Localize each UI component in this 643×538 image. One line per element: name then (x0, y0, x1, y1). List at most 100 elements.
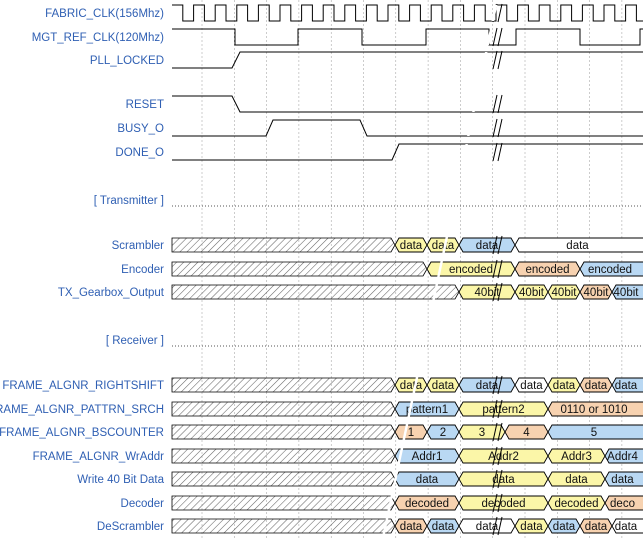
bus-segment-label: 0110 or 1010 (561, 404, 628, 416)
bus-segment: Addr2 (458, 448, 549, 464)
signal-label: Decoder (121, 498, 165, 510)
bus-segment-shape (547, 401, 643, 417)
signal-label: FRAME_ALGNR_WrAddr (33, 451, 165, 463)
bus-segment: data (514, 237, 643, 253)
bus-segment: 0110 or 1010 (547, 401, 643, 417)
time-break-mark (486, 27, 503, 47)
bus-segment: data (458, 237, 516, 253)
break-gap (397, 448, 404, 464)
break-line (497, 422, 503, 442)
bus-segment-label: Addr2 (488, 451, 519, 463)
break-gap (491, 5, 498, 21)
bus-segment: decoded (458, 495, 549, 511)
break-line (492, 27, 498, 47)
signal-row-pll-locked: PLL_LOCKED (90, 50, 643, 70)
bus-segment: data (611, 518, 643, 534)
break-gap (407, 401, 414, 417)
signal-row-done-o: DONE_O (115, 142, 643, 162)
bus-segment: encoded (514, 261, 581, 277)
bus-segment-shape (514, 237, 643, 253)
bus-segment-label: pattern1 (406, 404, 448, 416)
undefined-region (171, 284, 460, 300)
signal-row-descrambler: DeScrambler data data data data data data data (97, 516, 643, 536)
bus-segment-label: encoded (525, 264, 569, 276)
break-line (492, 469, 498, 489)
bus-segment: data (458, 518, 516, 534)
bus-segment: encoded (426, 261, 516, 277)
signal-row-frame-algnr-rightshift: FRAME_ALGNR_RIGHTSHIFT data data data data da… (2, 375, 643, 395)
break-line (497, 3, 503, 23)
signal-label: [ Receiver ] (106, 335, 164, 347)
bus-segment-label: data (400, 240, 423, 252)
clock-waveform (172, 28, 643, 46)
bus-segment-label: data (432, 380, 455, 392)
time-break-mark (491, 3, 503, 23)
break-line (497, 493, 503, 513)
undefined-region (171, 401, 396, 417)
bus-segment: data (426, 377, 460, 393)
break-line (497, 399, 503, 419)
bus-segment-label: 40bit (614, 287, 640, 299)
signal-label: FABRIC_CLK(156Mhz) (45, 8, 164, 20)
signal-row-encoder: Encoder encoded encoded encoded (121, 259, 643, 279)
signal-label: DONE_O (115, 147, 164, 159)
time-break-mark (472, 94, 503, 114)
break-line (492, 516, 498, 536)
signal-label: FRAME_ALGNR_PATTRN_SRCH (0, 404, 164, 416)
break-line (497, 50, 503, 70)
bus-segment-label: data (566, 240, 589, 252)
signal-row-busy-o: BUSY_O (117, 118, 643, 138)
signal-label: FRAME_ALGNR_BSCOUNTER (0, 427, 164, 439)
break-gap (442, 237, 449, 253)
bus-segment-shape (611, 518, 643, 534)
level-waveform (172, 95, 643, 113)
break-gap (486, 29, 493, 45)
break-line (497, 94, 503, 114)
break-line (492, 94, 498, 114)
undefined-region (171, 377, 396, 393)
signal-row-write-40-bit-data: Write 40 Bit Data data data data data (77, 469, 643, 489)
bus-segment-label: data (492, 474, 515, 486)
bus-segment: 2 (426, 424, 460, 440)
break-line (492, 422, 498, 442)
bus-segment-label: 40bit (519, 287, 545, 299)
signal-label: RESET (126, 99, 164, 111)
bus-segment-label: data (611, 474, 634, 486)
signal-label: MGT_REF_CLK(120Mhz) (32, 32, 164, 44)
signal-row-tx-gearbox-output: TX_Gearbox_Output 40bit 40bit 40bit 40bit 40b… (58, 282, 643, 302)
break-gap (481, 52, 488, 68)
undefined-region (171, 495, 396, 511)
bus-segment: data (426, 518, 460, 534)
signal-label: Encoder (121, 264, 164, 276)
break-line (497, 142, 503, 162)
bus-segment: data (514, 377, 549, 393)
bus-segment: data (604, 471, 643, 487)
bus-segment-label: data (416, 474, 439, 486)
bus-segment: data (547, 471, 606, 487)
signal-row-reset: RESET (126, 94, 643, 114)
signal-row-frame-algnr-wraddr: FRAME_ALGNR_WrAddr Addr1 Addr2 Addr3 Addr4 (33, 446, 643, 466)
bus-segment: 40bit (611, 284, 643, 300)
break-gap (402, 424, 409, 440)
bus-segment: Addr3 (547, 448, 606, 464)
break-gap (437, 261, 444, 277)
signal-label: BUSY_O (117, 123, 164, 135)
bus-segment-label: data (520, 380, 543, 392)
time-break-mark (481, 50, 503, 70)
undefined-region (171, 261, 428, 277)
break-gap (467, 120, 473, 136)
bus-segment-label: 4 (523, 427, 530, 439)
bus-segment: data (547, 518, 581, 534)
bus-segment: data (579, 518, 613, 534)
time-break-mark (387, 493, 503, 513)
bus-segment-label: data (476, 240, 499, 252)
bus-segment-label: decoded (554, 498, 598, 510)
break-line (497, 516, 503, 536)
signal-label: PLL_LOCKED (90, 55, 164, 67)
time-break-mark (402, 422, 503, 442)
bus-segment-label: decoded (405, 498, 449, 510)
bus-segment: data (514, 518, 549, 534)
break-line (497, 282, 503, 302)
